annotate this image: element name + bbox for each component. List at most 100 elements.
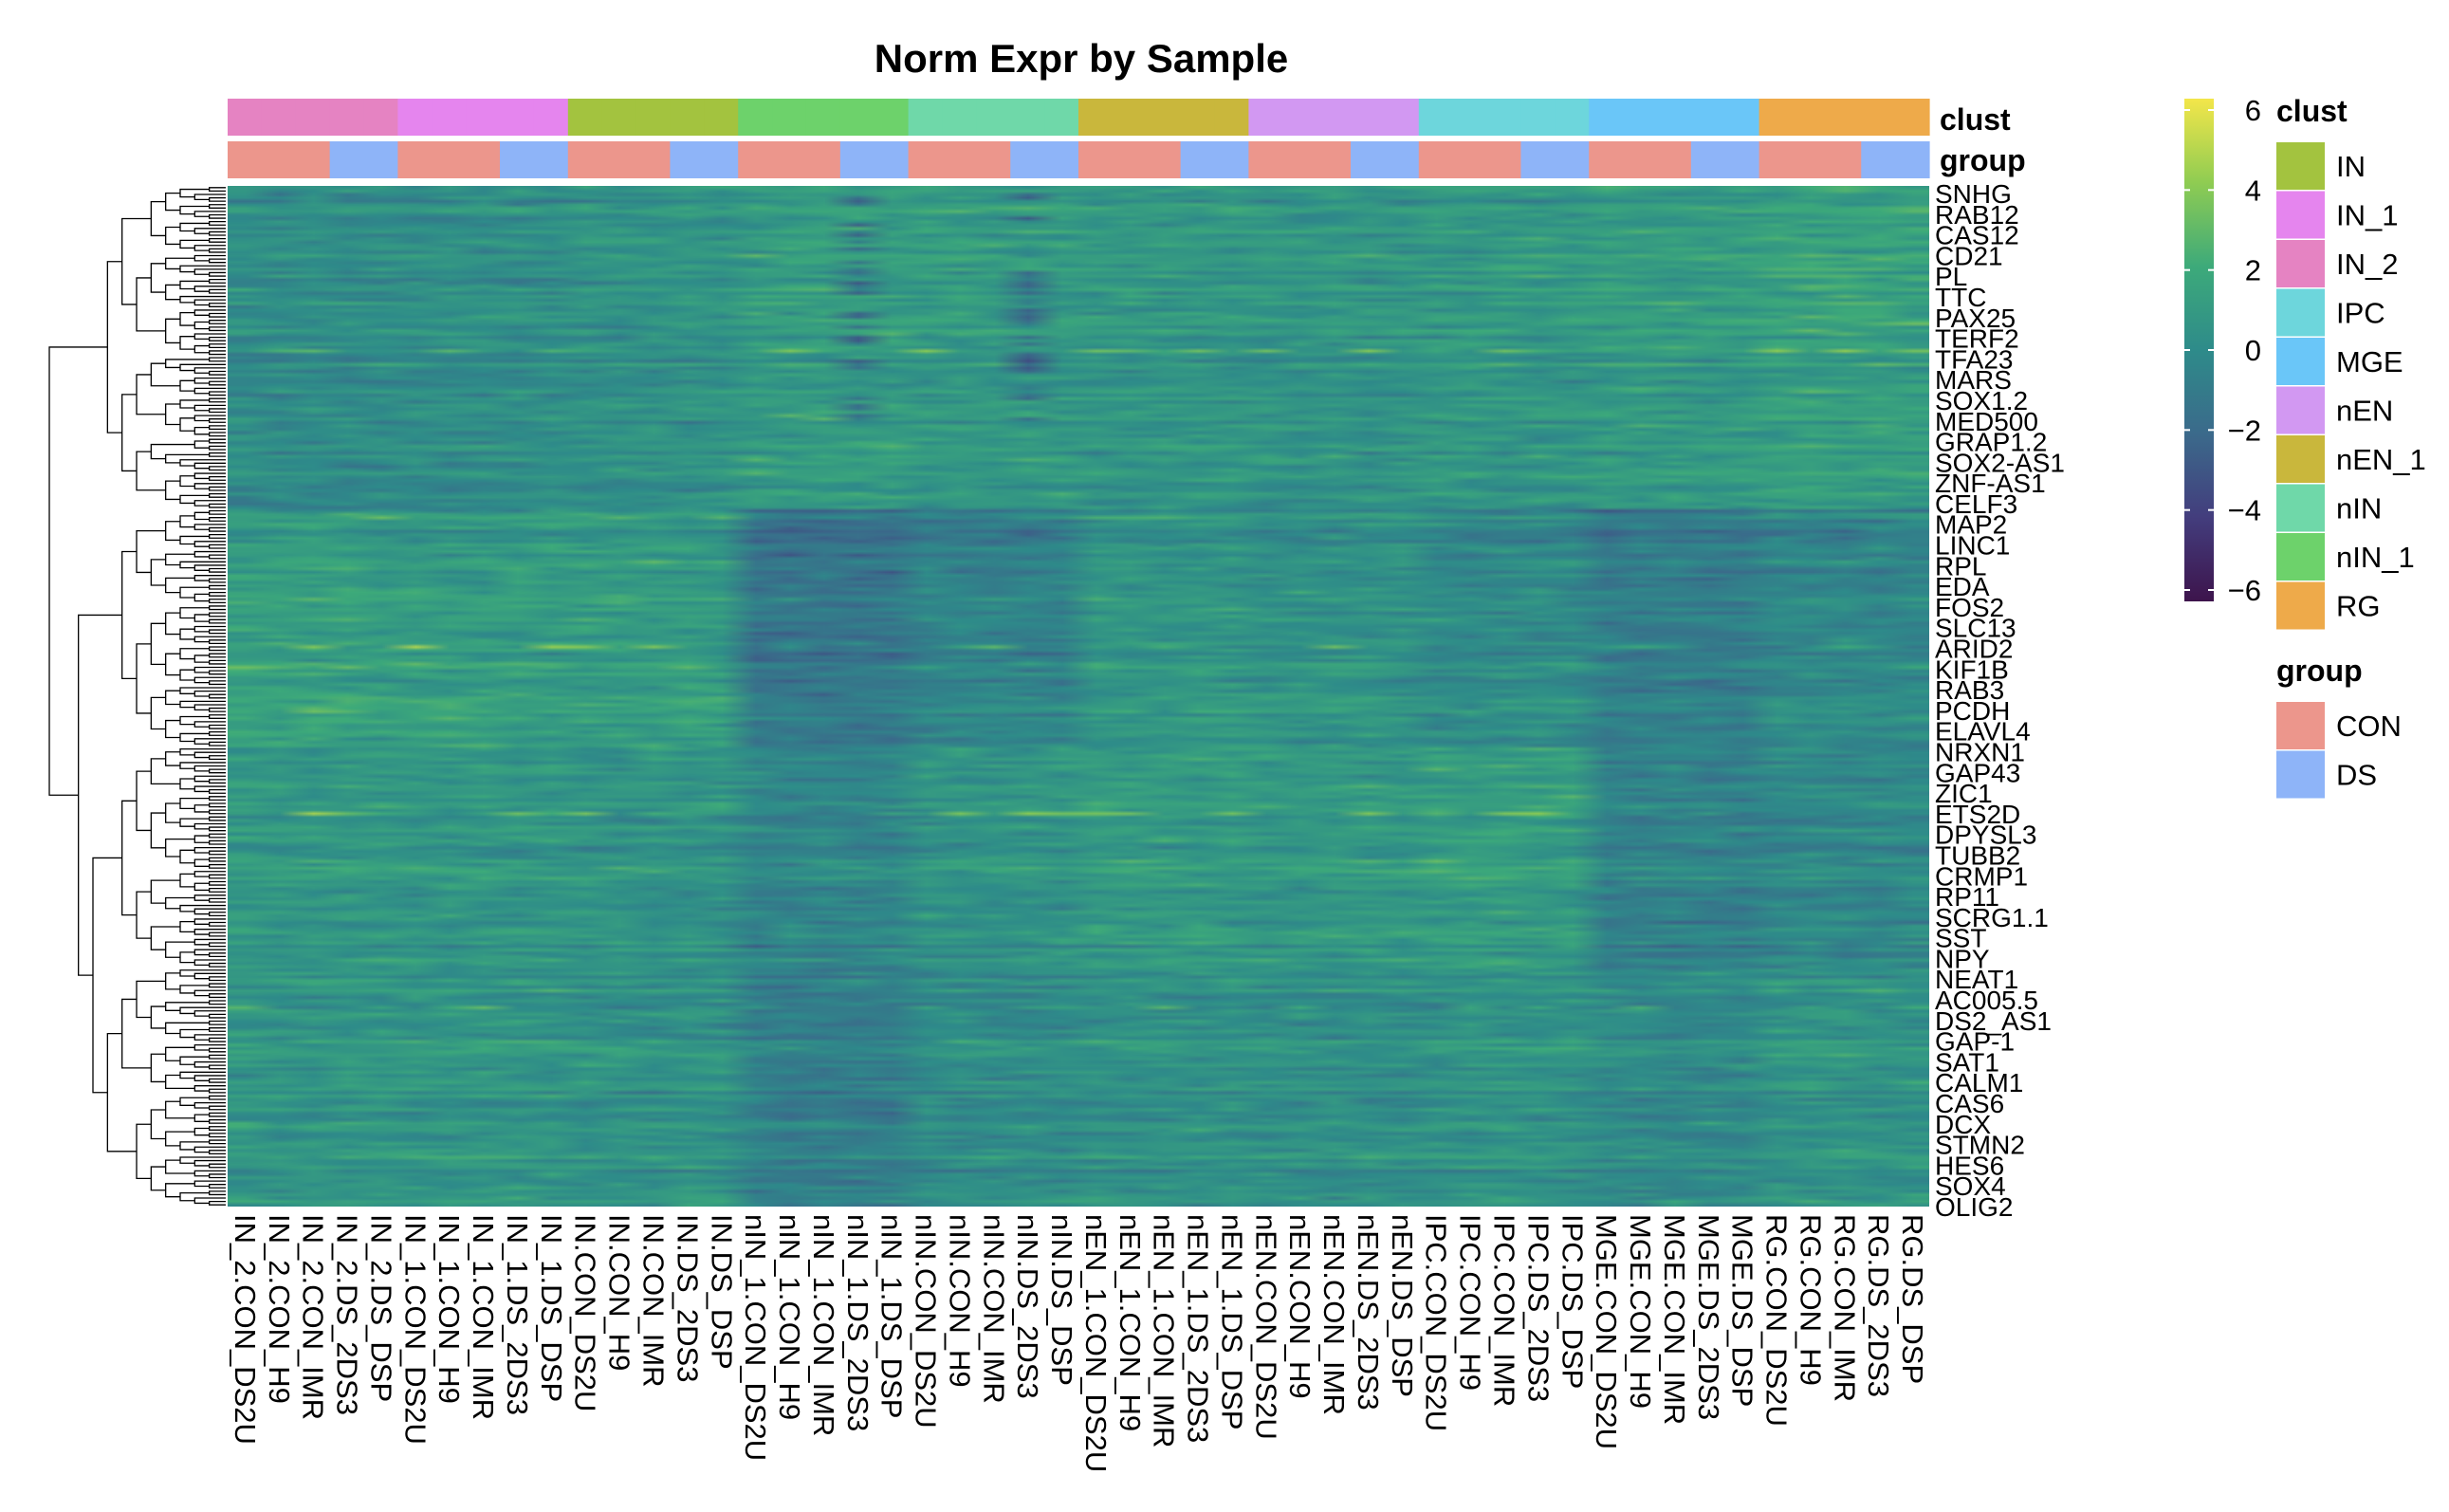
- dendrogram-branch: [209, 1105, 226, 1111]
- row-label: SLC13: [1935, 614, 2016, 643]
- dendrogram-branch: [209, 486, 226, 491]
- dendrogram-branch: [209, 741, 226, 747]
- clust-legend-swatch: [2276, 581, 2325, 630]
- column-label: IPC.CON_DS2U: [1420, 1214, 1453, 1431]
- group-annotation-cell: [601, 141, 637, 178]
- row-labels: SNHGRAB12CAS12CD21PLTTCPAX25TERF2TFA23MA…: [1935, 179, 2065, 1222]
- dendrogram-branch: [165, 1159, 195, 1174]
- dendrogram-branch: [209, 278, 226, 284]
- dendrogram-branch: [209, 492, 226, 498]
- dendrogram-branch: [209, 397, 226, 403]
- column-label: IN.CON_DS2U: [569, 1214, 602, 1411]
- row-label: RPL: [1935, 551, 1986, 581]
- group-annotation-cell: [1861, 141, 1896, 178]
- dendrogram-branch: [193, 858, 210, 867]
- dendrogram-branch: [150, 559, 166, 586]
- colorbar-tick-label: 0: [2245, 334, 2261, 367]
- dendrogram-branch: [209, 912, 226, 916]
- column-label: IN_2.DS_2DS3: [331, 1214, 364, 1415]
- dendrogram-branch: [136, 374, 166, 415]
- group-annotation-cell: [1623, 141, 1658, 178]
- group-annotation-cell: [500, 141, 535, 178]
- row-label: DPYSL3: [1935, 821, 2036, 850]
- column-label: MGE.DS_DSP: [1726, 1214, 1759, 1407]
- group-annotation-cell: [1418, 141, 1454, 178]
- clust-legend-label: IN_2: [2336, 248, 2398, 281]
- dendrogram-branch: [193, 908, 226, 915]
- column-label: nIN_1.CON_H9: [773, 1214, 806, 1420]
- group-annotation-cell: [1656, 141, 1692, 178]
- dendrogram-branch: [209, 768, 226, 774]
- colorbar-tick-label: 6: [2245, 94, 2261, 127]
- column-label: IPC.CON_H9: [1454, 1214, 1487, 1391]
- clust-annotation-cell: [1248, 99, 1283, 136]
- dendrogram-branch: [179, 494, 210, 505]
- dendrogram-branch: [193, 804, 210, 813]
- column-label: nIN.DS_2DS3: [1011, 1214, 1044, 1399]
- clust-annotation-label: clust: [1940, 102, 2011, 137]
- dendrogram-branch: [209, 591, 226, 597]
- dendrogram-branch: [209, 942, 226, 948]
- group-annotation-cell: [1827, 141, 1862, 178]
- row-label: RP11: [1935, 882, 1999, 912]
- row-label: LINC1: [1935, 531, 2010, 561]
- dendrogram-branch: [179, 762, 226, 769]
- dendrogram-branch: [209, 466, 226, 471]
- dendrogram-branch: [209, 517, 226, 522]
- group-annotation-cell: [1248, 141, 1283, 178]
- dendrogram-branch: [209, 1118, 226, 1124]
- group-annotation-cell: [1146, 141, 1182, 178]
- group-annotation-cell: [228, 141, 263, 178]
- dendrogram-branch: [209, 670, 226, 675]
- dendrogram-branch: [136, 643, 152, 714]
- dendrogram-branch: [193, 655, 210, 663]
- row-label: CELF3: [1935, 489, 2017, 519]
- dendrogram-branch: [193, 614, 210, 622]
- column-label: nIN_1.DS_DSP: [875, 1214, 909, 1418]
- dendrogram-branch: [209, 438, 226, 444]
- dendrogram-branch: [179, 336, 195, 350]
- dendrogram-branch: [193, 541, 226, 547]
- clust-annotation-cell: [1895, 99, 1930, 136]
- dendrogram-branch: [179, 628, 195, 640]
- group-annotation-cell: [397, 141, 433, 178]
- dendrogram-branch: [150, 926, 180, 950]
- dendrogram-branch: [165, 838, 195, 857]
- dendrogram-branch: [209, 418, 226, 423]
- dendrogram-branch: [179, 715, 210, 726]
- clust-annotation-cell: [1827, 99, 1862, 136]
- dendrogram-branch: [209, 432, 226, 437]
- clust-legend-swatch: [2276, 386, 2325, 434]
- dendrogram-branch: [193, 972, 226, 980]
- dendrogram-branch: [209, 605, 226, 611]
- clust-annotation-cell: [1452, 99, 1488, 136]
- dendrogram-branch: [179, 920, 195, 933]
- clust-annotation-cell: [908, 99, 944, 136]
- dendrogram-branch: [193, 321, 210, 330]
- dendrogram-branch: [121, 800, 137, 916]
- column-label: nIN.CON_H9: [943, 1214, 976, 1388]
- row-label: SAT1: [1935, 1047, 1999, 1077]
- dendrogram-branch: [165, 941, 195, 958]
- dendrogram-branch: [209, 850, 226, 856]
- dendrogram-branch: [193, 1180, 226, 1188]
- dendrogram-branch: [193, 1146, 226, 1153]
- dendrogram-branch: [193, 333, 226, 341]
- clust-annotation-cell: [295, 99, 331, 136]
- dendrogram-branch: [179, 687, 226, 694]
- clust-annotation-cell: [500, 99, 535, 136]
- dendrogram-branch: [179, 1071, 226, 1079]
- dendrogram-branch: [209, 1126, 226, 1131]
- dendrogram-branch: [179, 280, 210, 290]
- dendrogram-branch: [209, 258, 226, 264]
- dendrogram-branch: [209, 1190, 226, 1196]
- dendrogram-branch: [150, 200, 166, 237]
- column-label: nIN.CON_IMR: [977, 1214, 1010, 1404]
- dendrogram-branch: [209, 1133, 226, 1138]
- dendrogram-branch: [209, 425, 226, 431]
- dendrogram-branch: [165, 1002, 210, 1011]
- dendrogram-branch: [78, 614, 122, 976]
- dendrogram-branch: [136, 529, 166, 574]
- dendrogram-branch: [209, 693, 226, 699]
- dendrogram-branch: [209, 826, 226, 832]
